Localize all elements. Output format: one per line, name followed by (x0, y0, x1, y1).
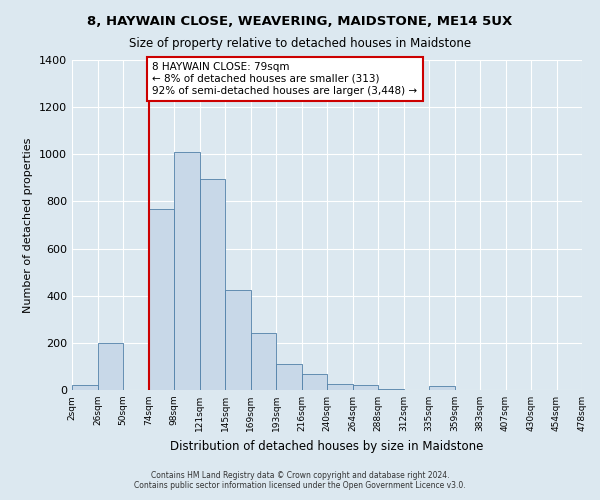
Bar (174, 152, 199, 390)
Bar (225, 290, 251, 390)
Bar (327, 384, 353, 390)
Bar (276, 364, 302, 390)
Bar (353, 386, 378, 390)
Bar (302, 374, 327, 390)
Text: 8 HAYWAIN CLOSE: 79sqm
← 8% of detached houses are smaller (313)
92% of semi-det: 8 HAYWAIN CLOSE: 79sqm ← 8% of detached … (152, 62, 418, 96)
Bar (429, 386, 455, 390)
Bar (378, 389, 404, 390)
Y-axis label: Number of detached properties: Number of detached properties (23, 138, 34, 312)
Bar (72, 386, 97, 390)
Text: Size of property relative to detached houses in Maidstone: Size of property relative to detached ho… (129, 38, 471, 51)
Text: 8, HAYWAIN CLOSE, WEAVERING, MAIDSTONE, ME14 5UX: 8, HAYWAIN CLOSE, WEAVERING, MAIDSTONE, … (88, 15, 512, 28)
X-axis label: Distribution of detached houses by size in Maidstone: Distribution of detached houses by size … (170, 440, 484, 452)
Bar (199, 179, 225, 390)
Bar (97, 343, 123, 390)
Text: Contains HM Land Registry data © Crown copyright and database right 2024.
Contai: Contains HM Land Registry data © Crown c… (134, 470, 466, 490)
Bar (251, 334, 276, 390)
Bar (149, 208, 174, 390)
